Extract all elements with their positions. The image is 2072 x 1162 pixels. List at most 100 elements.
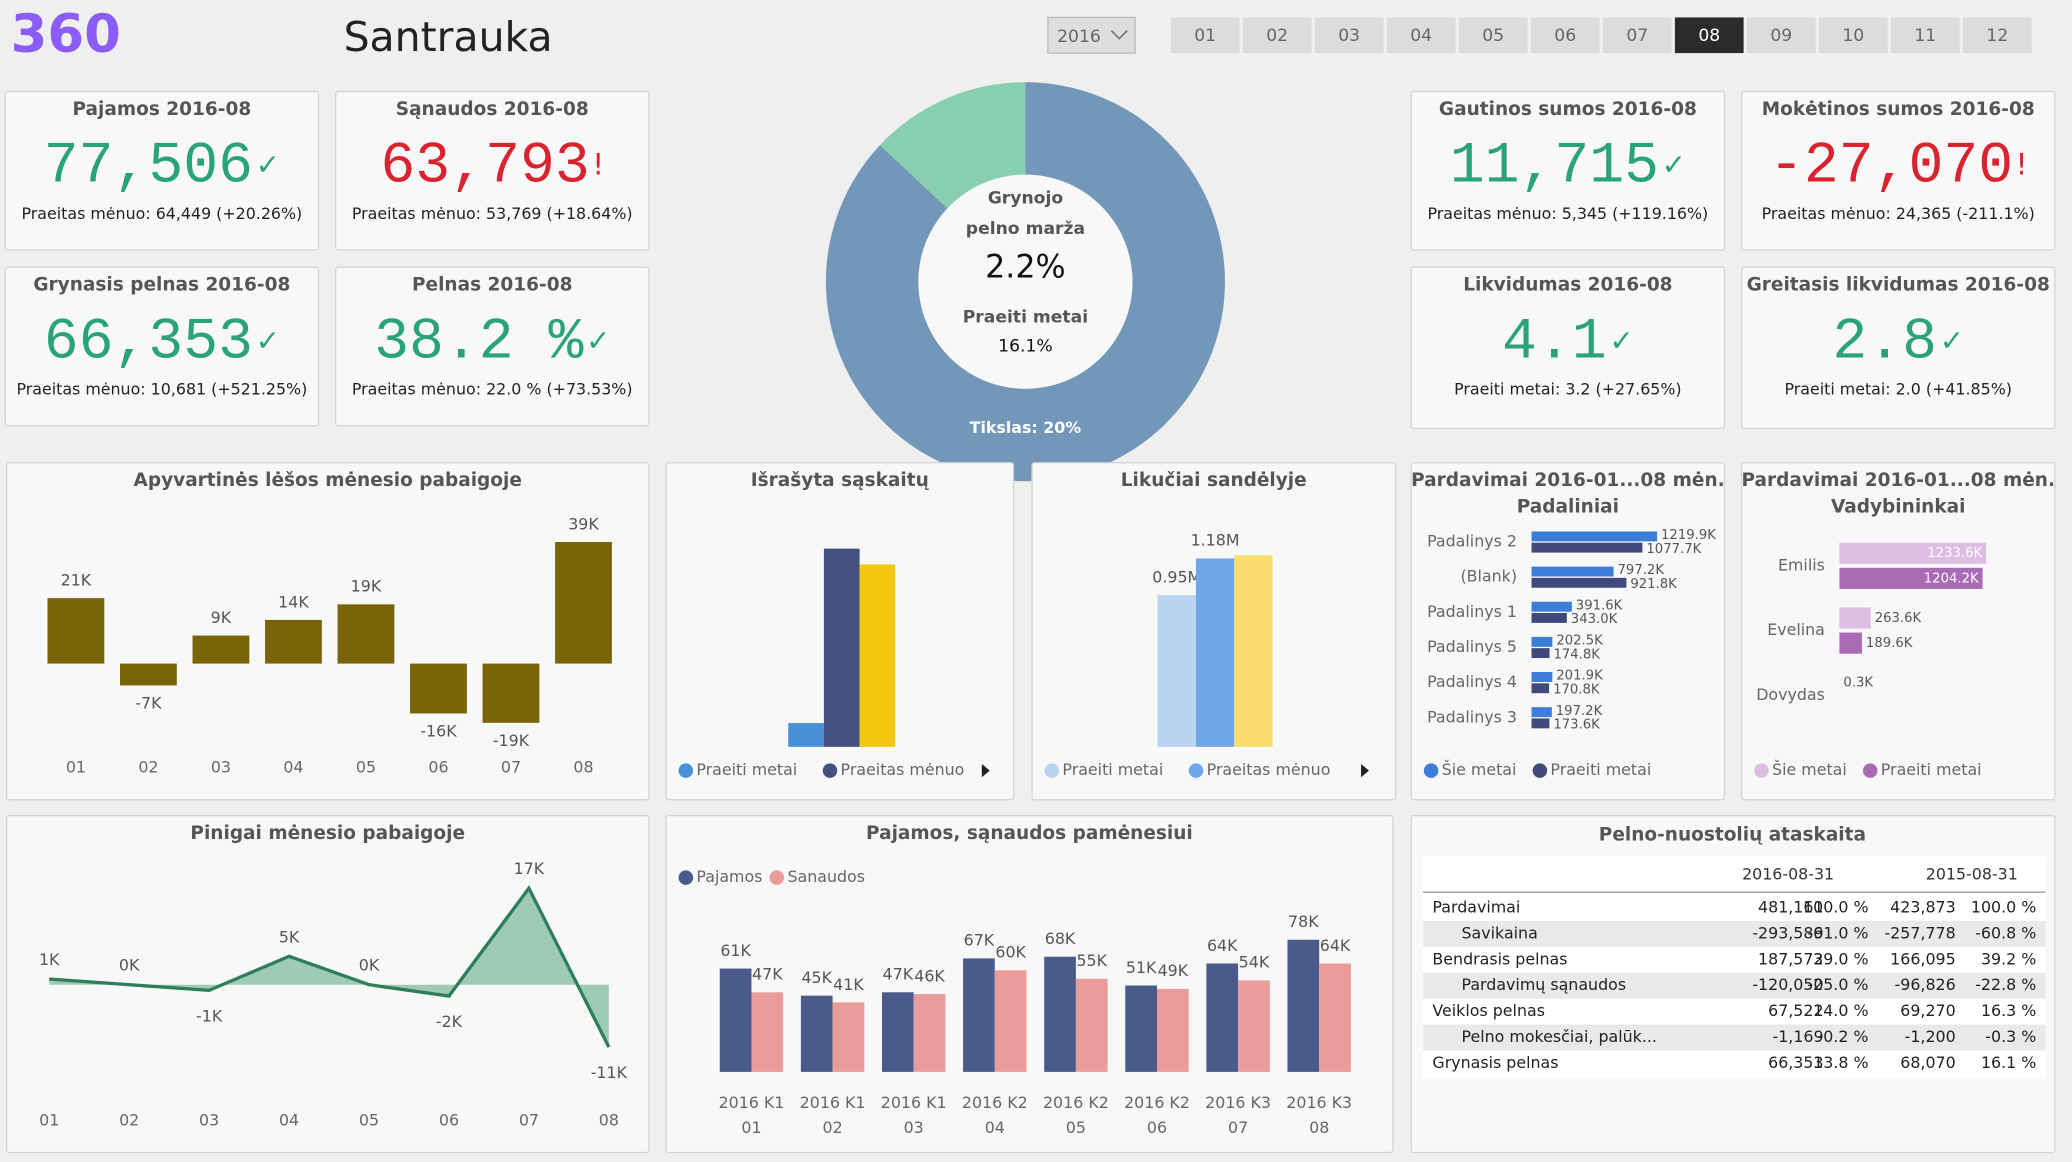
month-button[interactable] <box>1890 17 1960 54</box>
month-button[interactable] <box>1602 17 1672 54</box>
month-button[interactable] <box>1818 17 1888 54</box>
bar <box>1531 636 1553 647</box>
kpi-value: 63,793! <box>380 135 604 200</box>
month-button[interactable] <box>1962 17 2032 54</box>
cell: -96,826 <box>1895 975 1956 994</box>
cell: 166,095 <box>1890 949 1956 968</box>
legend-scroll-arrow[interactable] <box>1361 764 1369 778</box>
bar <box>1075 978 1108 1072</box>
bar <box>1206 963 1239 1072</box>
data-label: 197.2K <box>1556 704 1603 719</box>
kpi-number: 63,793 <box>380 135 589 200</box>
legend-label: Pajamos <box>696 867 762 886</box>
data-label: -1K <box>196 1006 223 1025</box>
bar <box>832 1002 865 1072</box>
bar <box>1531 601 1572 612</box>
bar <box>1839 632 1862 654</box>
legend-swatch <box>678 763 694 778</box>
bar <box>994 970 1027 1072</box>
year-select[interactable] <box>1047 16 1136 54</box>
y-tick-label: Dovydas <box>1756 685 1825 704</box>
data-label: 1.18M <box>1191 531 1240 550</box>
kpi-title: Mokėtinos sumos 2016-08 <box>1762 99 2035 120</box>
legend-scroll-arrow[interactable] <box>981 764 990 778</box>
bar <box>1531 577 1627 588</box>
month-label: 05 <box>1482 26 1504 46</box>
kpi-value: 4.1 ✓ <box>1502 311 1634 376</box>
bar <box>1531 542 1643 553</box>
data-label: 39K <box>568 514 599 533</box>
kpi-status: ! <box>592 148 604 182</box>
cell: 481,161 <box>1758 898 1824 917</box>
y-tick-label: Padalinys 2 <box>1427 532 1517 551</box>
row-band <box>1423 972 2046 999</box>
x-tick-label: 04 <box>985 1118 1005 1137</box>
row-label: Veiklos pelnas <box>1432 1001 1545 1020</box>
data-label: 201.9K <box>1556 669 1603 684</box>
month-button[interactable] <box>1386 17 1456 54</box>
kpi-status: ✓ <box>586 323 610 357</box>
x-tick-label: 03 <box>904 1118 924 1137</box>
kpi-note: Praeitas mėnuo: 24,365 (-211.1%) <box>1762 204 2035 223</box>
month-label: 02 <box>1266 26 1288 46</box>
data-label: 54K <box>1239 953 1270 972</box>
cell: 100.0 % <box>1971 898 2036 917</box>
bar <box>410 663 467 714</box>
bar <box>192 635 250 664</box>
month-button[interactable] <box>1674 17 1744 54</box>
x-tick-label: 01 <box>66 757 86 776</box>
x-group-label: 2016 K1 <box>800 1093 866 1112</box>
kpi-value: 2.8 ✓ <box>1832 311 1964 376</box>
data-label: 64K <box>1207 936 1238 955</box>
data-label: 263.6K <box>1875 611 1922 626</box>
legend-label: Praeiti metai <box>696 760 797 779</box>
x-tick-label: 07 <box>501 757 521 776</box>
month-label: 03 <box>1338 26 1360 46</box>
month-button[interactable] <box>1242 17 1312 54</box>
kpi-number: 4.1 <box>1502 311 1607 376</box>
bar <box>120 663 177 686</box>
bar <box>1287 939 1320 1072</box>
data-label: 17K <box>514 859 545 878</box>
month-label: 07 <box>1626 26 1648 46</box>
data-label: 1K <box>39 950 60 969</box>
x-tick-label: 07 <box>519 1110 539 1129</box>
x-tick-label: 08 <box>1309 1118 1329 1137</box>
data-label: 55K <box>1076 951 1107 970</box>
bar <box>800 995 833 1072</box>
panel <box>334 90 650 251</box>
column-header: 2016-08-31 <box>1742 865 1834 884</box>
x-group-label: 2016 K1 <box>719 1093 785 1112</box>
month-label: 01 <box>1194 26 1216 46</box>
bar <box>1531 672 1553 682</box>
data-label: 61K <box>720 941 751 960</box>
data-label: 21K <box>61 570 92 589</box>
x-group-label: 2016 K3 <box>1205 1093 1271 1112</box>
bar <box>719 968 752 1072</box>
data-label: -7K <box>135 693 162 712</box>
bar <box>1044 956 1076 1072</box>
month-button[interactable] <box>1170 17 1240 54</box>
legend-swatch <box>1044 763 1060 778</box>
month-button[interactable] <box>1458 17 1528 54</box>
x-tick-label: 05 <box>1066 1118 1086 1137</box>
bar <box>823 548 860 747</box>
data-label: 170.8K <box>1553 683 1600 698</box>
kpi-number: 11,715 <box>1450 135 1659 200</box>
legend-swatch <box>1862 763 1878 778</box>
legend-swatch <box>1423 763 1439 778</box>
legend-label: Sanaudos <box>787 867 865 886</box>
month-button[interactable] <box>1530 17 1600 54</box>
x-tick-label: 07 <box>1228 1118 1248 1137</box>
month-button[interactable] <box>1746 17 1816 54</box>
cell: -60.8 % <box>1975 923 2036 942</box>
kpi-status: ✓ <box>1940 323 1964 357</box>
kpi-note: Praeitas mėnuo: 5,345 (+119.16%) <box>1428 204 1709 223</box>
chart-title: Likučiai sandėlyje <box>1121 470 1307 491</box>
legend-swatch <box>678 870 694 885</box>
bar <box>751 992 784 1072</box>
panel <box>1740 266 2056 430</box>
bar <box>1531 683 1550 694</box>
month-button[interactable] <box>1314 17 1384 54</box>
x-tick-label: 02 <box>822 1118 842 1137</box>
